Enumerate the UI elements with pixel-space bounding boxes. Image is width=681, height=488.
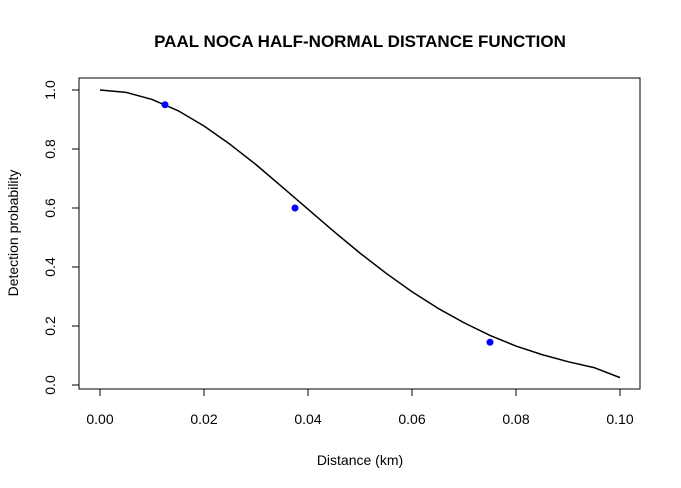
- x-tick-label: 0.06: [398, 411, 425, 427]
- y-tick-label: 0.8: [42, 139, 58, 159]
- data-point: [161, 101, 169, 109]
- x-tick-label: 0.08: [502, 411, 529, 427]
- y-tick-label: 0.4: [42, 257, 58, 277]
- plot-frame: [78, 77, 641, 390]
- x-axis: 0.00 0.02 0.04 0.06 0.08 0.10: [86, 388, 634, 427]
- detection-curve: [99, 89, 621, 379]
- y-axis: 0.0 0.2 0.4 0.6 0.8 1.0: [42, 80, 80, 395]
- chart-title: PAAL NOCA HALF-NORMAL DISTANCE FUNCTION: [154, 32, 566, 51]
- y-tick-label: 1.0: [42, 80, 58, 100]
- series-layer: [99, 89, 621, 379]
- x-tick-label: 0.10: [606, 411, 633, 427]
- data-point: [291, 204, 299, 212]
- x-tick-label: 0.02: [190, 411, 217, 427]
- y-tick-label: 0.2: [42, 316, 58, 336]
- y-tick-label: 0.6: [42, 198, 58, 218]
- x-tick-label: 0.04: [294, 411, 321, 427]
- data-point: [486, 338, 494, 346]
- y-axis-label: Detection probability: [5, 170, 21, 297]
- x-axis-label: Distance (km): [317, 452, 403, 468]
- y-tick-label: 0.0: [42, 375, 58, 395]
- x-tick-label: 0.00: [86, 411, 113, 427]
